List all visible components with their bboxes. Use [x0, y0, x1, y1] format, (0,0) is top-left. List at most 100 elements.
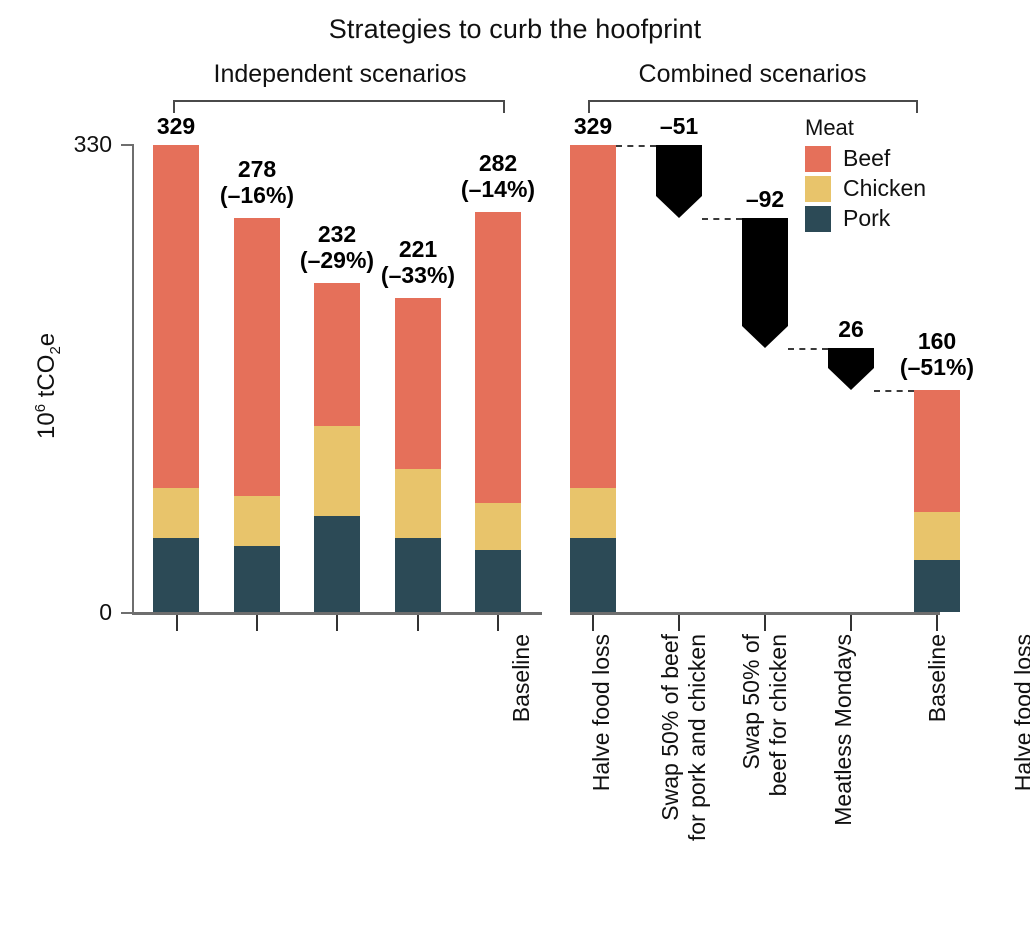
bar-segment-chicken: [475, 503, 521, 550]
bar-value: 160: [917, 328, 957, 354]
bar-percent: (–33%): [380, 261, 456, 288]
x-label-combined-baseline: Baseline: [924, 634, 950, 723]
x-label-line1: Swap 50% of: [738, 634, 764, 770]
x-tick-mark: [336, 615, 338, 631]
bar-segment-chicken: [395, 469, 441, 538]
bar-segment-chicken: [570, 488, 616, 538]
bracket-combined: [588, 100, 918, 113]
bar-percent: (–14%): [460, 175, 536, 202]
bar-value: 278: [237, 156, 277, 182]
x-label-line2: for pork and chicken: [684, 634, 711, 842]
bar-segment-chicken: [314, 426, 360, 516]
bar-value-label: 329: [126, 113, 226, 140]
x-axis-line-right: [570, 612, 940, 615]
bar-value: 221: [398, 236, 438, 262]
arrow-head-icon: [742, 326, 788, 348]
bar-segment-beef: [314, 283, 360, 426]
waterfall-connector: [616, 145, 656, 147]
bar-value-label: 221 (–33%): [368, 236, 468, 289]
bar-value-label: 282 (–14%): [448, 150, 548, 203]
legend-item-pork[interactable]: Pork: [805, 205, 926, 232]
legend: Meat Beef Chicken Pork: [805, 115, 926, 235]
x-label-line1: Swap 50% of beef: [657, 634, 683, 821]
y-axis-title: 106 tCO2e: [32, 276, 64, 496]
bar-segment-chicken: [914, 512, 960, 560]
x-tick-mark: [936, 615, 938, 631]
bar-segment-beef: [153, 145, 199, 488]
bar-value-label: 232 (–29%): [287, 221, 387, 274]
bar-percent: (–29%): [299, 246, 375, 273]
x-tick-mark: [764, 615, 766, 631]
legend-title: Meat: [805, 115, 854, 140]
bar-value: 329: [573, 113, 613, 139]
page-title: Strategies to curb the hoofprint: [328, 14, 702, 44]
bar-value-label: –92: [715, 186, 815, 213]
waterfall-connector: [788, 348, 828, 350]
x-label-meatless-mondays: Meatless Mondays: [830, 634, 856, 826]
bar-segment-pork: [234, 546, 280, 612]
x-tick-mark: [592, 615, 594, 631]
x-tick-mark: [417, 615, 419, 631]
x-label-baseline: Baseline: [508, 634, 534, 723]
arrow-body: [742, 218, 788, 326]
y-axis-title-subscript: 2: [46, 346, 64, 355]
group-title-independent: Independent scenarios: [213, 60, 467, 88]
arrow-head-icon: [656, 196, 702, 218]
bar-segment-beef: [570, 145, 616, 488]
arrow-body: [828, 348, 874, 368]
x-tick-mark: [497, 615, 499, 631]
x-label-swap-beef-pork-chicken: Swap 50% of beef for pork and chicken: [657, 634, 711, 940]
legend-label-chicken: Chicken: [843, 175, 927, 201]
y-axis-title-prefix: 10: [33, 412, 61, 439]
arrow-body: [656, 145, 702, 196]
bar-segment-beef: [395, 298, 441, 469]
bar-segment-beef: [475, 212, 521, 503]
legend-item-chicken[interactable]: Chicken: [805, 175, 926, 202]
x-tick-mark: [678, 615, 680, 631]
legend-label-pork: Pork: [843, 205, 891, 231]
bar-value-label: 329: [543, 113, 643, 140]
bar-segment-beef: [234, 218, 280, 496]
bar-segment-pork: [153, 538, 199, 612]
legend-swatch-beef: [805, 145, 831, 172]
bar-percent: (–51%): [899, 353, 975, 380]
bar-value: –51: [659, 113, 699, 139]
y-axis-title-mid: tCO: [33, 354, 61, 404]
bar-percent: (–16%): [219, 181, 295, 208]
bar-value: 26: [838, 316, 864, 342]
x-label-halve-food-loss: Halve food loss: [588, 634, 614, 792]
arrow-head-icon: [828, 368, 874, 390]
bar-value: 282: [478, 150, 518, 176]
y-tick-mark-bottom: [121, 612, 133, 614]
bracket-independent: [173, 100, 505, 113]
x-label-swap-beef-chicken: Swap 50% of beef for chicken: [738, 634, 792, 940]
waterfall-arrow-down: [656, 145, 702, 218]
bar-segment-pork: [395, 538, 441, 612]
x-tick-mark: [176, 615, 178, 631]
bar-segment-beef: [914, 390, 960, 512]
x-label-combined-halve-food-loss: Halve food loss: [1010, 634, 1030, 792]
bar-value: 232: [317, 221, 357, 247]
y-axis-line: [132, 144, 134, 614]
y-tick-mark-top: [121, 144, 133, 146]
bar-segment-pork: [914, 560, 960, 612]
x-tick-mark: [256, 615, 258, 631]
bar-value-label: 160 (–51%): [887, 328, 987, 381]
waterfall-connector: [702, 218, 742, 220]
bar-value-label: 278 (–16%): [207, 156, 307, 209]
x-tick-mark: [850, 615, 852, 631]
y-tick-label-0: 0: [99, 599, 112, 625]
y-axis-title-exponent: 6: [32, 403, 50, 413]
bar-segment-chicken: [153, 488, 199, 538]
waterfall-arrow-down: [828, 348, 874, 390]
legend-item-beef[interactable]: Beef: [805, 145, 926, 172]
bar-segment-chicken: [234, 496, 280, 546]
bar-value-label: 26: [801, 316, 901, 343]
bar-segment-pork: [314, 516, 360, 612]
bar-segment-pork: [570, 538, 616, 612]
x-label-line2: beef for chicken: [765, 634, 792, 797]
bar-value: –92: [745, 186, 785, 212]
y-tick-label-330: 330: [73, 131, 112, 157]
legend-swatch-pork: [805, 205, 831, 232]
